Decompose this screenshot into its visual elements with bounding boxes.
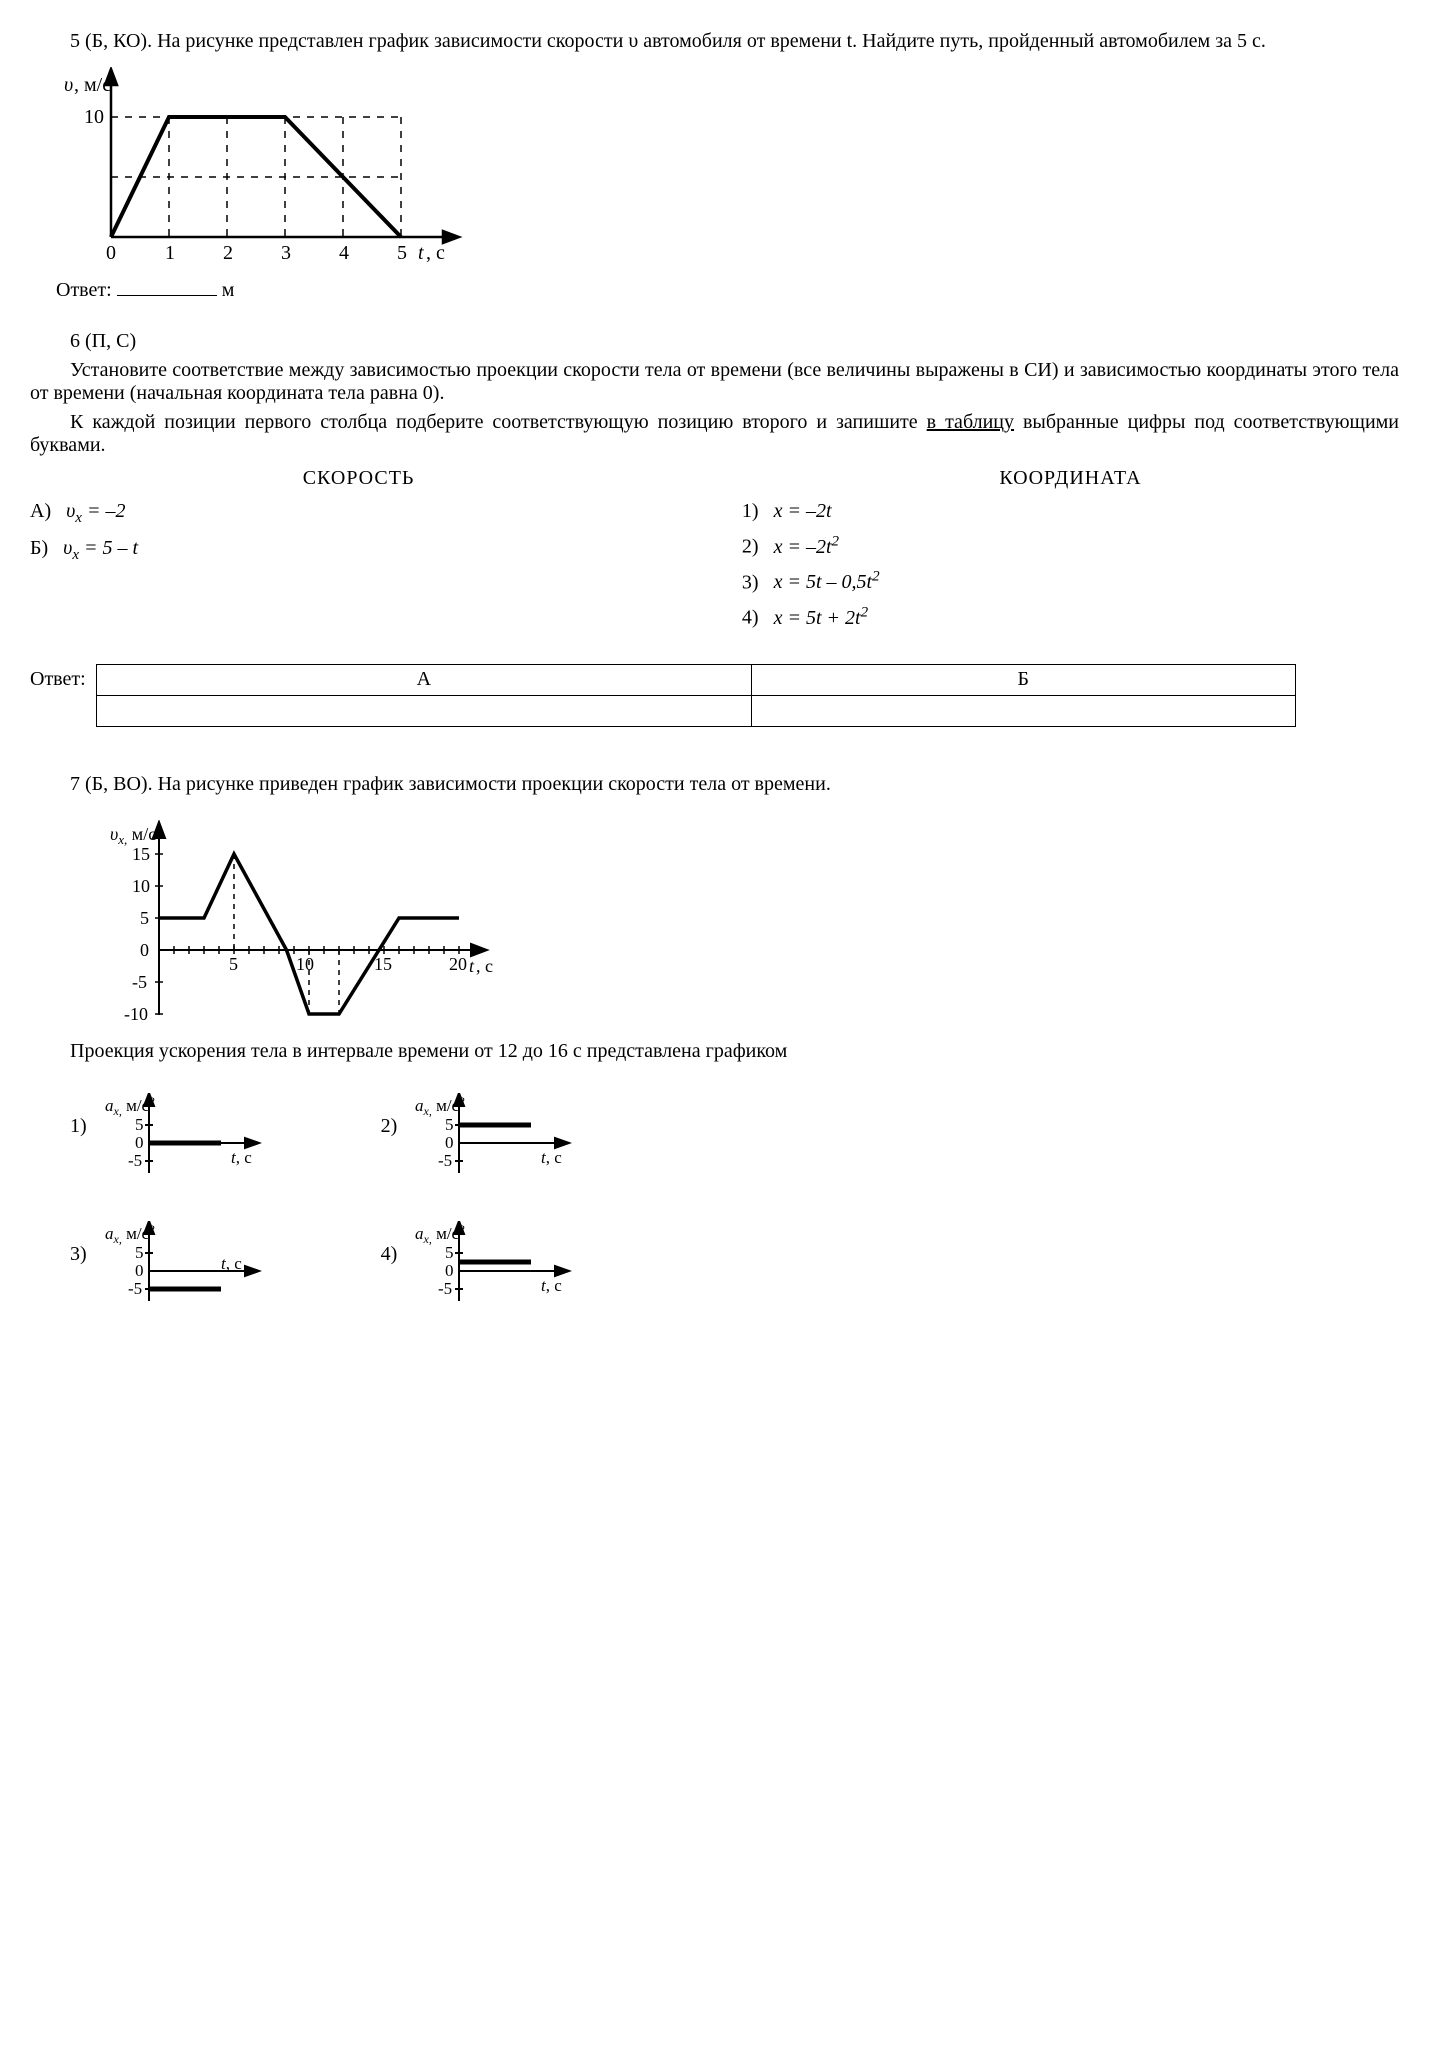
svg-text:5: 5 (140, 908, 149, 928)
svg-text:t, с: t, с (231, 1148, 252, 1167)
svg-text:υ: υ (64, 74, 73, 96)
svg-text:t: t (418, 242, 424, 264)
q7-main-chart: υx, м/с 15 10 5 0 -5 -10 5 10 15 20 t , … (74, 820, 1399, 1030)
svg-text:t, с: t, с (221, 1254, 242, 1273)
svg-text:0: 0 (445, 1261, 454, 1280)
svg-text:-5: -5 (128, 1151, 142, 1170)
svg-text:15: 15 (374, 954, 392, 974)
opt-label: 2) (742, 536, 759, 558)
svg-text:5: 5 (229, 954, 238, 974)
q7-header: 7 (Б, ВО). На рисунке приведен график за… (30, 773, 1399, 796)
svg-text:-5: -5 (128, 1279, 142, 1298)
q6-p2a: К каждой позиции первого столбца подбери… (70, 411, 927, 433)
svg-text:5: 5 (135, 1243, 144, 1262)
q6-header: 6 (П, С) (30, 330, 1399, 353)
svg-text:20: 20 (449, 954, 467, 974)
q6-left-title: СКОРОСТЬ (30, 467, 687, 490)
q6-th-A: А (96, 664, 751, 695)
svg-text:0: 0 (135, 1133, 144, 1152)
q6-right-4: 4) x = 5t + 2t2 (742, 604, 1399, 630)
svg-text:0: 0 (135, 1261, 144, 1280)
svg-text:5: 5 (445, 1115, 454, 1134)
opt-num: 1) (70, 1093, 87, 1138)
mini-chart: ax, м/с2 5 0 -5 t, с (101, 1221, 271, 1311)
svg-text:ax, м/с2: ax, м/с2 (415, 1222, 465, 1246)
mini-chart: ax, м/с2 5 0 -5 t, с (411, 1093, 581, 1183)
svg-text:15: 15 (132, 844, 150, 864)
q7-option-4[interactable]: 4) ax, м/с2 5 0 -5 t, с (381, 1221, 582, 1311)
svg-text:t, с: t, с (541, 1276, 562, 1295)
q6-right-2: 2) x = –2t2 (742, 533, 1399, 559)
q6-cell-B[interactable] (751, 695, 1295, 726)
svg-text:, с: , с (426, 242, 445, 264)
q6-cell-A[interactable] (96, 695, 751, 726)
svg-text:0: 0 (106, 242, 116, 264)
q5-header: 5 (Б, КО). На рисунке представлен график… (30, 30, 1399, 53)
svg-text:0: 0 (140, 940, 149, 960)
q6-right-title: КООРДИНАТА (742, 467, 1399, 490)
q7-option-1[interactable]: 1) ax, м/с2 5 0 -5 t, с (70, 1093, 271, 1183)
svg-text:, м/с: , м/с (74, 74, 111, 96)
q6-p2b: в таблицу (927, 411, 1014, 433)
q5-answer-input[interactable] (117, 273, 217, 296)
opt-label: 3) (742, 571, 759, 593)
q6-answer-table[interactable]: А Б (96, 664, 1296, 727)
opt-label: Б) (30, 537, 48, 559)
svg-text:-10: -10 (124, 1004, 148, 1024)
svg-text:10: 10 (296, 954, 314, 974)
svg-text:t: t (469, 956, 475, 976)
opt-num: 3) (70, 1221, 87, 1266)
q5-chart: υ , м/с 10 0 1 2 3 4 5 t , с (56, 67, 1399, 267)
mini-chart: ax, м/с2 5 0 -5 t, с (411, 1221, 581, 1311)
mini-chart: ax, м/с2 5 0 -5 t, с (101, 1093, 271, 1183)
q6-left-A: А) υx = –2 (30, 500, 687, 527)
svg-text:-5: -5 (438, 1279, 452, 1298)
svg-text:10: 10 (132, 876, 150, 896)
opt-label: 1) (742, 500, 759, 522)
svg-text:ax, м/с2: ax, м/с2 (415, 1094, 465, 1118)
q6-th-B: Б (751, 664, 1295, 695)
svg-text:0: 0 (445, 1133, 454, 1152)
svg-text:4: 4 (339, 242, 349, 264)
q7-bottom-text: Проекция ускорения тела в интервале врем… (30, 1040, 1399, 1063)
opt-label: 4) (742, 607, 759, 629)
q6-p1: Установите соответствие между зависимост… (30, 359, 1399, 405)
svg-text:-5: -5 (132, 972, 147, 992)
svg-text:5: 5 (397, 242, 407, 264)
q6-answer-label: Ответ: (30, 664, 86, 691)
svg-text:2: 2 (223, 242, 233, 264)
q6-right-3: 3) x = 5t – 0,5t2 (742, 569, 1399, 595)
svg-text:ax, м/с2: ax, м/с2 (105, 1094, 155, 1118)
q5-answer-unit: м (222, 279, 235, 301)
svg-text:1: 1 (165, 242, 175, 264)
svg-text:10: 10 (84, 106, 104, 128)
svg-text:t, с: t, с (541, 1148, 562, 1167)
svg-text:-5: -5 (438, 1151, 452, 1170)
q6-left-B: Б) υx = 5 – t (30, 537, 687, 564)
opt-num: 2) (381, 1093, 398, 1138)
svg-text:5: 5 (445, 1243, 454, 1262)
opt-label: А) (30, 500, 51, 522)
q7-option-3[interactable]: 3) ax, м/с2 5 0 -5 t, с (70, 1221, 271, 1311)
q5-answer-label: Ответ: (56, 279, 112, 301)
q7-option-2[interactable]: 2) ax, м/с2 5 0 -5 t, с (381, 1093, 582, 1183)
q6-p2: К каждой позиции первого столбца подбери… (30, 411, 1399, 457)
svg-text:5: 5 (135, 1115, 144, 1134)
svg-text:ax, м/с2: ax, м/с2 (105, 1222, 155, 1246)
opt-num: 4) (381, 1221, 398, 1266)
q6-right-1: 1) x = –2t (742, 500, 1399, 523)
svg-text:, с: , с (476, 956, 493, 976)
svg-text:3: 3 (281, 242, 291, 264)
